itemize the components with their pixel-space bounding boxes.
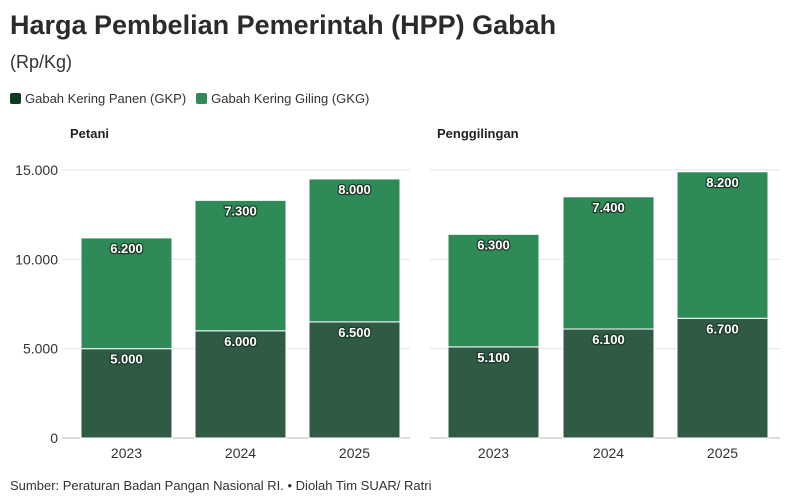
x-tick-label-0-1: 2024 [225,445,256,461]
legend-item-gkp: Gabah Kering Panen (GKP) [10,91,186,106]
y-tick-label-3: 15.000 [15,162,58,178]
legend: Gabah Kering Panen (GKP) Gabah Kering Gi… [10,91,379,106]
bar-value-label-1-0-1: 6.100 [592,332,625,347]
chart-title: Harga Pembelian Pemerintah (HPP) Gabah [10,10,557,40]
bar-value-label-0-0-1: 6.000 [224,334,257,349]
bar-segment-4 [308,321,401,439]
y-tick-label-0: 0 [50,430,58,446]
panel-title-1: Penggilingan [437,126,519,141]
legend-label-gkg: Gabah Kering Giling (GKG) [211,91,370,106]
bar-value-label-0-1-2: 8.000 [338,182,371,197]
bar-value-label-1-0-0: 5.100 [477,350,510,365]
bar-segment-5 [308,178,401,323]
bar-segment-2 [194,330,287,439]
bar-value-label-1-0-2: 6.700 [706,321,739,336]
bar-segment-8 [562,328,655,439]
legend-item-gkg: Gabah Kering Giling (GKG) [196,91,369,106]
bar-value-label-1-1-1: 7.400 [592,200,625,215]
bar-value-label-0-0-0: 5.000 [110,352,143,367]
x-tick-label-1-0: 2023 [478,445,509,461]
x-tick-label-1-1: 2024 [593,445,624,461]
chart-subtitle: (Rp/Kg) [10,52,73,72]
bar-segment-11 [676,171,769,319]
y-tick-label-2: 10.000 [15,251,58,267]
legend-swatch-gkp [10,93,21,104]
x-tick-label-1-2: 2025 [707,445,738,461]
bar-segment-0 [80,348,173,439]
legend-swatch-gkg [196,93,208,104]
panel-title-0: Petani [70,126,109,141]
source-note: Sumber: Peraturan Badan Pangan Nasional … [10,478,432,493]
x-tick-label-0-2: 2025 [339,445,370,461]
bar-value-label-0-1-0: 6.200 [110,241,143,256]
bar-segment-1 [80,237,173,350]
bar-segment-7 [447,233,540,348]
bar-value-label-0-1-1: 7.300 [224,203,257,218]
bar-segment-3 [194,199,287,332]
x-tick-label-0-0: 2023 [111,445,142,461]
y-tick-label-1: 5.000 [23,341,58,357]
bar-value-label-0-0-2: 6.500 [338,325,371,340]
bar-value-label-1-1-2: 8.200 [706,175,739,190]
legend-label-gkp: Gabah Kering Panen (GKP) [25,91,187,106]
bar-segment-9 [562,196,655,330]
bar-segment-10 [676,317,769,439]
bar-value-label-1-1-0: 6.300 [477,237,510,252]
